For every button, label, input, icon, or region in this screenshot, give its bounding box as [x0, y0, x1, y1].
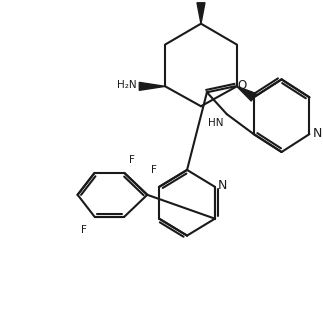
Text: F: F [129, 155, 135, 165]
Polygon shape [237, 86, 256, 101]
Polygon shape [197, 3, 205, 24]
Text: O: O [238, 79, 247, 92]
Text: HN: HN [208, 118, 224, 128]
Text: N: N [218, 179, 227, 192]
Text: F: F [81, 225, 87, 235]
Text: N: N [312, 126, 322, 140]
Text: F: F [151, 165, 157, 175]
Text: H₂N: H₂N [117, 80, 136, 90]
Polygon shape [139, 82, 165, 90]
